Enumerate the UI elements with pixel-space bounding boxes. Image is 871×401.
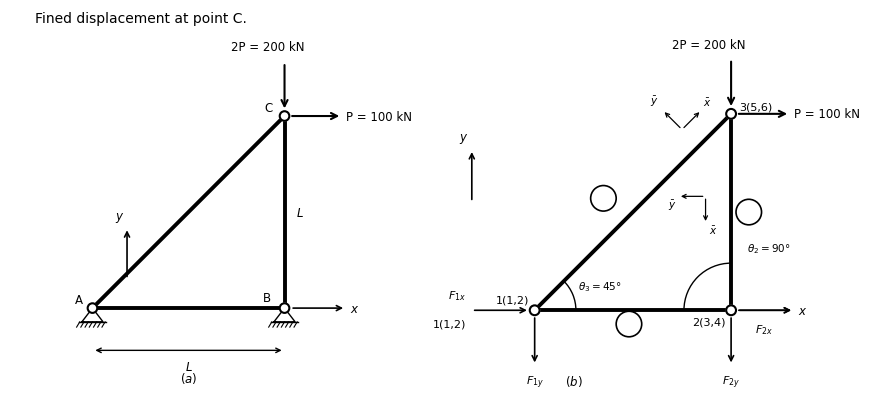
Text: 1(1,2): 1(1,2) xyxy=(433,318,466,328)
Circle shape xyxy=(591,186,616,212)
Circle shape xyxy=(88,304,98,313)
Text: $(b)$: $(b)$ xyxy=(565,374,583,389)
Circle shape xyxy=(726,109,736,119)
Text: C: C xyxy=(265,102,273,115)
Text: $F_{2x}$: $F_{2x}$ xyxy=(755,322,773,336)
Text: $L$: $L$ xyxy=(185,360,192,373)
Circle shape xyxy=(530,306,539,316)
Text: $\bar{x}$: $\bar{x}$ xyxy=(704,97,712,109)
Text: $\theta_3=45°$: $\theta_3=45°$ xyxy=(577,279,621,293)
Circle shape xyxy=(726,306,736,316)
Text: 2(3,4): 2(3,4) xyxy=(692,316,726,326)
Circle shape xyxy=(280,304,289,313)
Circle shape xyxy=(280,112,289,122)
Text: 2P = 200 kN: 2P = 200 kN xyxy=(672,39,746,52)
Text: $y$: $y$ xyxy=(459,132,469,146)
Text: 1(1,2): 1(1,2) xyxy=(496,295,529,305)
Circle shape xyxy=(736,200,761,225)
Text: 2: 2 xyxy=(746,208,753,217)
Text: $\theta_2=90°$: $\theta_2=90°$ xyxy=(746,242,790,256)
Text: $x$: $x$ xyxy=(350,302,359,315)
Text: $L$: $L$ xyxy=(296,206,304,219)
Text: 3(5,6): 3(5,6) xyxy=(739,103,773,113)
Text: P = 100 kN: P = 100 kN xyxy=(346,110,412,123)
Text: 3: 3 xyxy=(600,194,607,204)
Text: P = 100 kN: P = 100 kN xyxy=(794,108,860,121)
Text: $F_{1y}$: $F_{1y}$ xyxy=(526,373,544,389)
Text: $\bar{y}$: $\bar{y}$ xyxy=(667,199,676,213)
Text: Fined displacement at point C.: Fined displacement at point C. xyxy=(35,12,246,26)
Text: $\bar{y}$: $\bar{y}$ xyxy=(650,95,658,109)
Text: $F_{1x}$: $F_{1x}$ xyxy=(448,289,466,303)
Text: B: B xyxy=(263,292,271,304)
Text: $F_{2y}$: $F_{2y}$ xyxy=(722,373,740,389)
Text: 2P = 200 kN: 2P = 200 kN xyxy=(231,41,304,53)
Text: 1: 1 xyxy=(625,319,632,329)
Circle shape xyxy=(616,312,642,337)
Text: $\bar{x}$: $\bar{x}$ xyxy=(710,224,718,236)
Text: $x$: $x$ xyxy=(798,304,807,317)
Text: A: A xyxy=(75,294,83,306)
Text: $y$: $y$ xyxy=(115,210,124,224)
Text: $(a)$: $(a)$ xyxy=(179,370,197,385)
